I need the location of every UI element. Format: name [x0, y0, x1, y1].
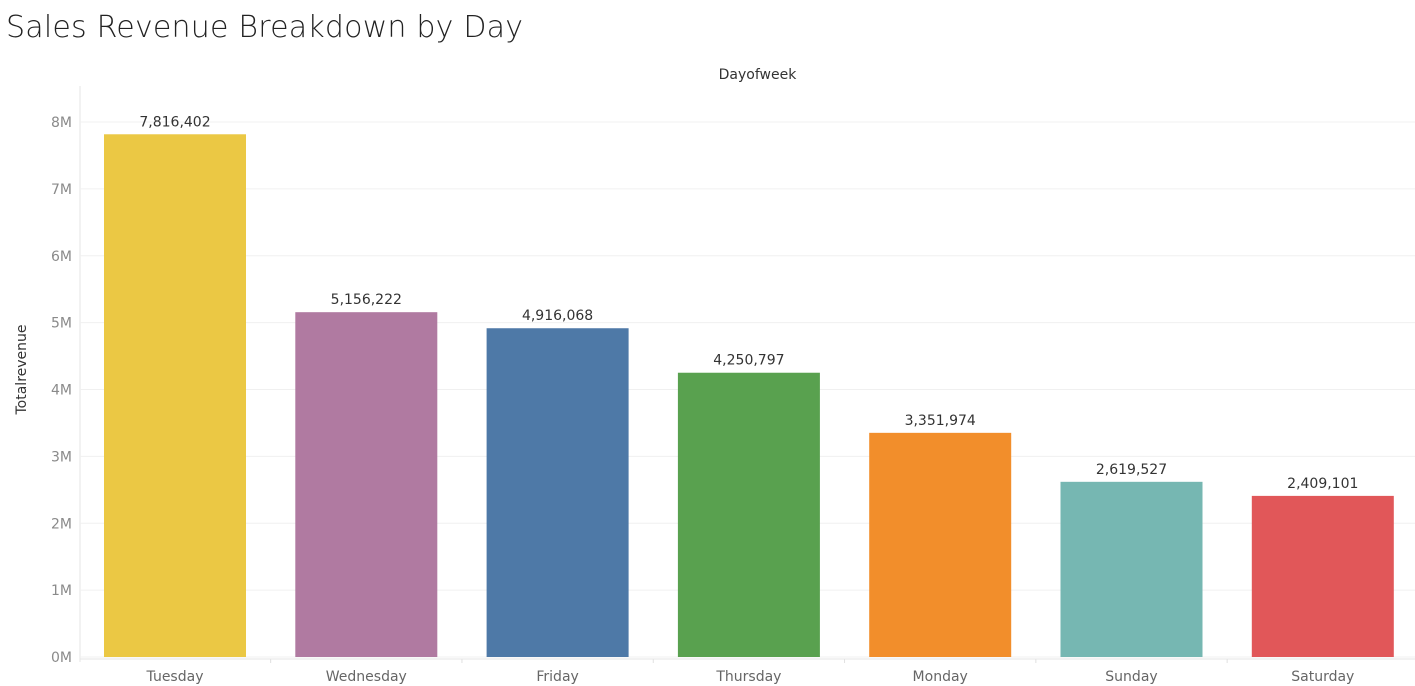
x-category-label: Tuesday: [146, 669, 204, 685]
y-tick-label: 1M: [51, 583, 72, 599]
x-category-label: Friday: [536, 669, 578, 685]
x-category-label: Monday: [913, 669, 968, 685]
y-tick-label: 7M: [51, 182, 72, 198]
y-axis-ticks: 0M 1M 2M 3M 4M 5M 6M 7M 8M: [51, 115, 72, 666]
y-tick-label: 6M: [51, 249, 72, 265]
bar-thursday[interactable]: [677, 372, 820, 657]
bars: [104, 134, 1394, 657]
x-category-label: Saturday: [1291, 669, 1354, 685]
chart-title: Sales Revenue Breakdown by Day: [6, 10, 524, 45]
data-label-wednesday: 5,156,222: [331, 292, 402, 308]
bar-saturday[interactable]: [1251, 495, 1394, 657]
bar-tuesday[interactable]: [104, 134, 246, 657]
data-label-thursday: 4,250,797: [713, 353, 784, 369]
bar-sunday[interactable]: [1060, 481, 1203, 657]
data-labels: 7,816,402 5,156,222 4,916,068 4,250,797 3,35…: [139, 114, 1358, 492]
y-tick-label: 0M: [51, 650, 72, 666]
x-category-label: Sunday: [1105, 669, 1157, 685]
x-category-label: Thursday: [715, 669, 781, 685]
y-tick-label: 3M: [51, 449, 72, 465]
x-axis-categories: Tuesday Wednesday Friday Thursday Monday Sund…: [146, 669, 1355, 685]
column-header: Dayofweek: [719, 67, 798, 83]
y-axis-title: Totalrevenue: [14, 324, 30, 415]
data-label-friday: 4,916,068: [522, 308, 593, 324]
data-label-saturday: 2,409,101: [1287, 476, 1358, 492]
data-label-monday: 3,351,974: [905, 413, 976, 429]
data-label-tuesday: 7,816,402: [139, 114, 210, 130]
y-tick-label: 4M: [51, 383, 72, 399]
y-tick-label: 8M: [51, 115, 72, 131]
bar-wednesday[interactable]: [295, 312, 438, 657]
x-category-label: Wednesday: [326, 669, 407, 685]
data-label-sunday: 2,619,527: [1096, 462, 1167, 478]
bar-monday[interactable]: [869, 432, 1012, 657]
y-tick-label: 5M: [51, 316, 72, 332]
y-tick-label: 2M: [51, 516, 72, 532]
bar-friday[interactable]: [486, 328, 629, 657]
